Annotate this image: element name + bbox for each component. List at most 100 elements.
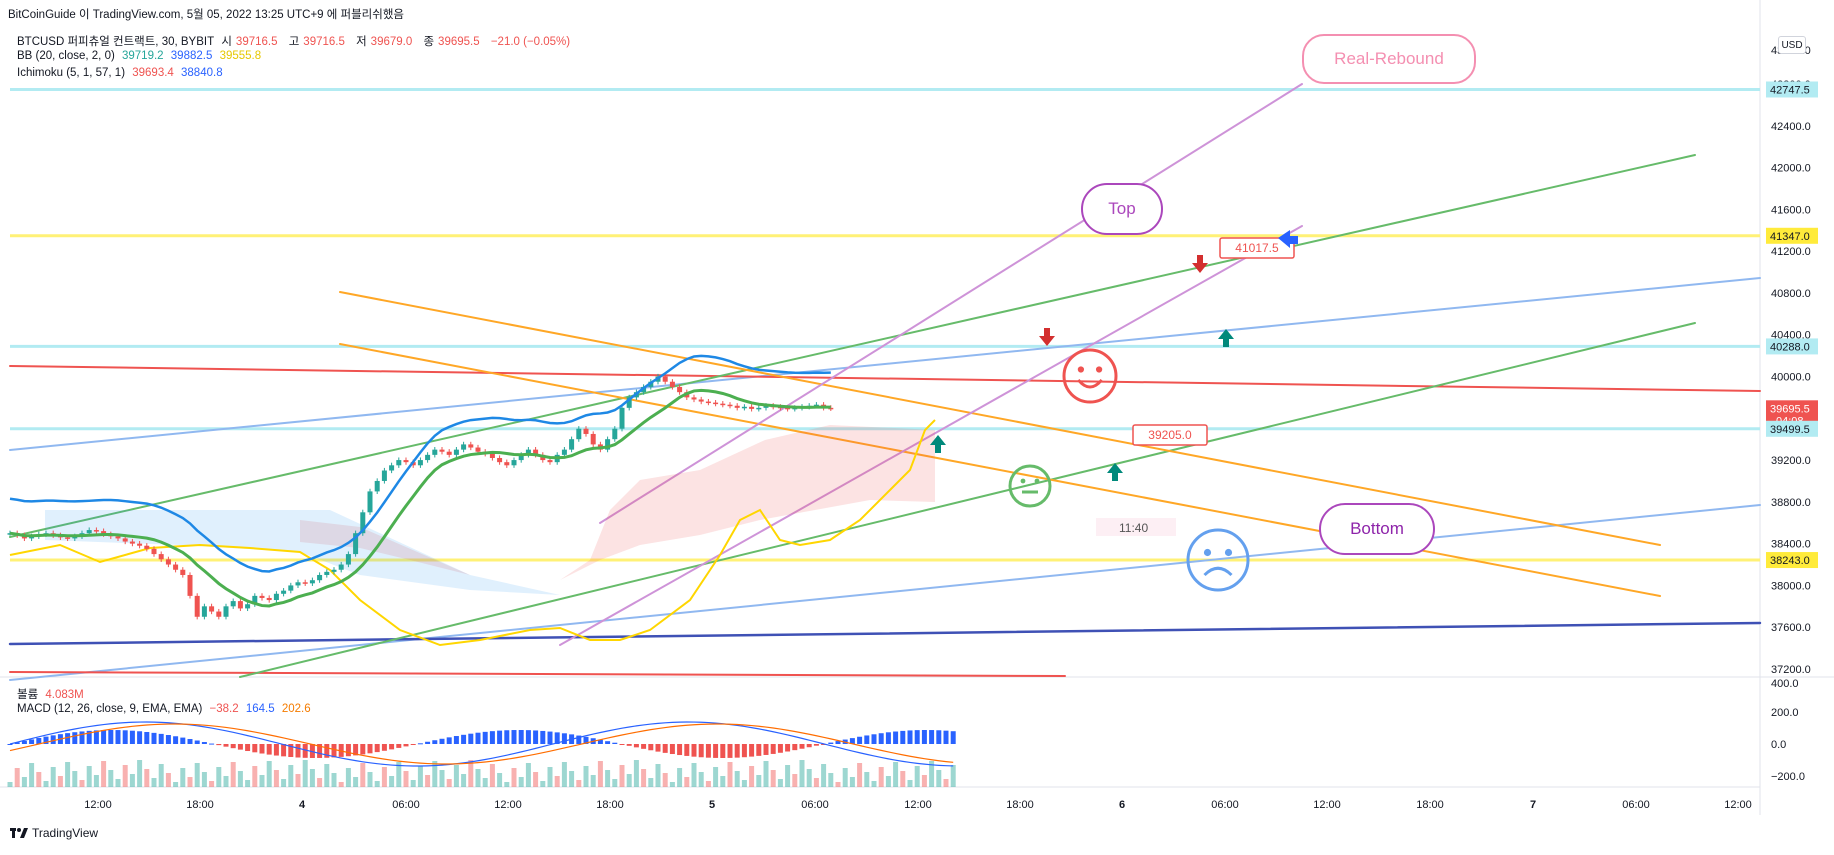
macd-histogram-bar	[417, 743, 423, 745]
candle-body	[504, 462, 510, 466]
y-tick-label: 38800.0	[1771, 497, 1811, 509]
macd-histogram-bar	[144, 731, 150, 744]
candle-body	[317, 574, 323, 581]
macd-histogram-bar	[770, 744, 776, 754]
volume-bar	[475, 769, 481, 787]
bb-legend[interactable]: BB (20, close, 2, 0) 39719.2 39882.5 395…	[17, 50, 262, 62]
volume-bar	[101, 761, 107, 787]
macd-histogram-bar	[799, 744, 805, 749]
neutral-face-icon	[1008, 464, 1052, 508]
volume-bar	[785, 765, 791, 787]
macd-histogram-bar	[871, 734, 877, 744]
volume-bar	[165, 773, 171, 787]
candle-body	[165, 559, 171, 565]
candle-body	[612, 428, 618, 440]
volume-bar	[806, 769, 812, 787]
candle-body	[389, 465, 395, 471]
currency-button[interactable]: USD	[1778, 36, 1806, 54]
macd-histogram-bar	[864, 735, 870, 744]
volume-bar	[777, 779, 783, 787]
macd-histogram-bar	[504, 730, 510, 744]
candle-body	[626, 397, 632, 408]
macd-histogram-bar	[86, 730, 92, 744]
trend-line	[9, 671, 1066, 677]
volume-bar	[849, 777, 855, 787]
volume-bar	[273, 770, 279, 787]
macd-histogram-bar	[691, 744, 697, 757]
macd-histogram-bar	[245, 744, 251, 752]
trend-line	[9, 277, 1761, 451]
footer-brand[interactable]: TradingView	[10, 826, 98, 840]
x-tick-label: 6	[1119, 799, 1125, 811]
volume-bar	[677, 768, 683, 787]
macd-histogram-bar	[950, 731, 956, 744]
change-value: −21.0 (−0.05%)	[490, 36, 571, 48]
macd-histogram-bar	[108, 730, 114, 744]
volume-bar	[641, 769, 647, 787]
macd-histogram-bar	[65, 733, 71, 744]
y-tick-label: 41600.0	[1771, 204, 1811, 216]
volume-bar	[115, 779, 121, 787]
candle-body	[245, 604, 251, 609]
candle-body	[122, 538, 128, 542]
y-tick-label: 37600.0	[1771, 622, 1811, 634]
high-value: 39716.5	[303, 36, 345, 48]
volume-bar	[626, 774, 632, 787]
volume-bar	[504, 782, 510, 787]
volume-bar	[533, 772, 539, 787]
volume-bar	[446, 779, 452, 787]
candle-body	[497, 457, 503, 463]
buy-arrow-icon	[1107, 463, 1123, 481]
macd-histogram-bar	[446, 737, 452, 744]
volume-legend[interactable]: 볼륨 4.083M	[17, 689, 84, 701]
bottom-bubble: Bottom	[1319, 503, 1435, 555]
macd-histogram-bar	[173, 736, 179, 744]
candle-body	[360, 512, 366, 534]
candle-body	[590, 433, 596, 445]
volume-bar	[360, 763, 366, 787]
y-tick-label: 38000.0	[1771, 580, 1811, 592]
macd-histogram-bar	[763, 744, 769, 755]
candle-body	[489, 453, 495, 458]
candle-body	[576, 428, 582, 440]
macd-histogram-bar	[907, 730, 913, 744]
x-tick-label: 06:00	[1211, 799, 1239, 811]
volume-bar	[633, 760, 639, 787]
macd-histogram-bar	[461, 734, 467, 744]
macd-legend[interactable]: MACD (12, 26, close, 9, EMA, EMA) −38.2 …	[17, 703, 311, 715]
volume-bar	[338, 782, 344, 787]
candle-body	[749, 406, 755, 409]
macd-histogram-bar	[410, 744, 416, 745]
volume-bar	[29, 763, 35, 787]
volume-bar	[108, 770, 114, 787]
symbol-legend: BTCUSD 퍼피츄얼 컨트랙트, 30, BYBIT 시 39716.5 고 39…	[17, 36, 571, 48]
candle-body	[201, 606, 207, 617]
price-label: 41347.0	[1770, 231, 1810, 243]
price-label: 42747.5	[1770, 84, 1810, 96]
candle-body	[252, 595, 258, 605]
volume-bar	[864, 772, 870, 787]
macd-histogram-bar	[201, 742, 207, 744]
macd-histogram-bar	[230, 744, 236, 749]
candle-body	[345, 554, 351, 565]
candle-body	[561, 449, 567, 455]
macd-tick-label: 0.0	[1771, 739, 1786, 751]
macd-histogram-bar	[101, 730, 107, 744]
macd-histogram-bar	[583, 736, 589, 744]
x-tick-label: 18:00	[1416, 799, 1444, 811]
ichimoku-legend[interactable]: Ichimoku (5, 1, 57, 1) 39693.4 38840.8	[17, 67, 223, 79]
symbol-name[interactable]: BTCUSD 퍼피츄얼 컨트랙트, 30, BYBIT	[17, 36, 215, 48]
volume-bar	[129, 774, 135, 787]
macd-histogram-bar	[216, 744, 222, 746]
macd-histogram-bar	[741, 744, 747, 758]
volume-bar	[936, 770, 942, 787]
candle-body	[677, 386, 683, 393]
author[interactable]: BitCoinGuide	[8, 9, 76, 21]
macd-histogram-bar	[360, 744, 366, 755]
price-label: 38243.0	[1770, 555, 1810, 567]
trend-line	[599, 83, 1303, 524]
candle-body	[144, 545, 150, 549]
y-tick-label: 39200.0	[1771, 455, 1811, 467]
candle-body	[525, 449, 531, 455]
